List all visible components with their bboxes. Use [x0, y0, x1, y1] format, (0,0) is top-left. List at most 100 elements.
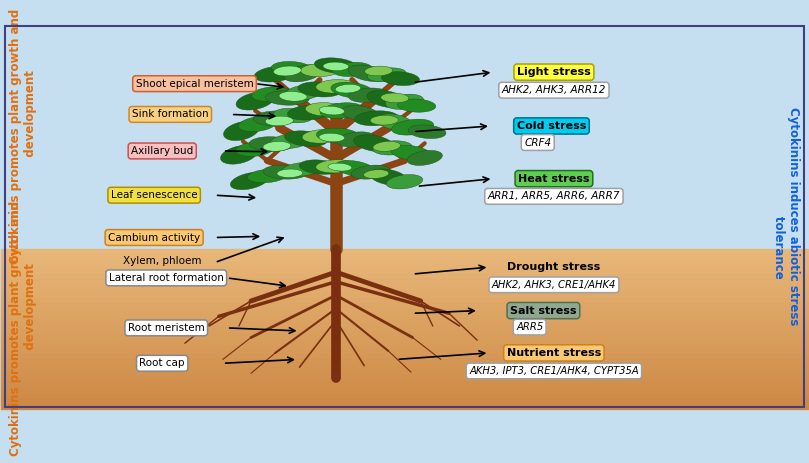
Bar: [1, 325, 808, 329]
Polygon shape: [349, 88, 388, 102]
Polygon shape: [320, 103, 363, 119]
Polygon shape: [236, 92, 274, 110]
Polygon shape: [386, 175, 423, 189]
Text: Axillary bud: Axillary bud: [131, 146, 193, 156]
Polygon shape: [367, 68, 406, 82]
Polygon shape: [373, 141, 413, 155]
Text: Root cap: Root cap: [139, 358, 185, 368]
Text: Lateral root formation: Lateral root formation: [109, 273, 224, 283]
Polygon shape: [300, 63, 339, 77]
Polygon shape: [351, 165, 390, 179]
Text: Shoot epical meristem: Shoot epical meristem: [136, 79, 253, 88]
Polygon shape: [341, 106, 379, 121]
Polygon shape: [391, 145, 431, 160]
Polygon shape: [382, 72, 420, 86]
Polygon shape: [221, 145, 257, 164]
Text: CRF4: CRF4: [524, 138, 551, 148]
Polygon shape: [265, 91, 310, 105]
Text: Root meristem: Root meristem: [128, 323, 205, 333]
Polygon shape: [392, 119, 434, 135]
Bar: [1, 309, 808, 313]
Text: ARR1, ARR5, ARR6, ARR7: ARR1, ARR5, ARR6, ARR7: [488, 191, 621, 201]
Bar: [1, 353, 808, 357]
Polygon shape: [377, 114, 413, 131]
Bar: [1, 269, 808, 273]
Bar: [1, 305, 808, 309]
Polygon shape: [223, 121, 259, 141]
Bar: [1, 393, 808, 397]
Text: ARR5: ARR5: [516, 322, 544, 332]
Polygon shape: [279, 92, 307, 101]
Polygon shape: [273, 108, 312, 123]
Bar: [1, 373, 808, 377]
Polygon shape: [248, 169, 287, 183]
Polygon shape: [409, 125, 446, 138]
Text: Cytokinins promotes plant growth and
           development: Cytokinins promotes plant growth and dev…: [10, 9, 37, 264]
Bar: [1, 377, 808, 381]
Bar: [1, 321, 808, 325]
Text: Heat stress: Heat stress: [518, 174, 590, 184]
Polygon shape: [381, 93, 409, 103]
Polygon shape: [235, 142, 274, 156]
Polygon shape: [285, 85, 323, 100]
Polygon shape: [265, 116, 294, 126]
Polygon shape: [323, 62, 349, 70]
Bar: [1, 329, 808, 333]
Polygon shape: [370, 169, 407, 185]
Polygon shape: [335, 161, 374, 176]
Polygon shape: [271, 62, 311, 75]
Polygon shape: [263, 165, 307, 179]
Bar: [1, 357, 808, 361]
Bar: [1, 317, 808, 321]
Bar: [1, 261, 808, 265]
Polygon shape: [365, 66, 392, 76]
Polygon shape: [315, 58, 358, 73]
Bar: [1, 345, 808, 349]
Polygon shape: [305, 103, 345, 116]
Text: Cytokinins promotes plant growth and
           development: Cytokinins promotes plant growth and dev…: [10, 201, 37, 457]
Polygon shape: [254, 66, 296, 82]
Text: Cambium activity: Cambium activity: [108, 232, 200, 243]
Bar: [1, 365, 808, 369]
Text: Cold stress: Cold stress: [517, 121, 587, 131]
Bar: [1, 333, 808, 337]
Bar: [1, 349, 808, 353]
Text: AHK2, AHK3, ARR12: AHK2, AHK3, ARR12: [502, 85, 606, 95]
Bar: [1, 289, 808, 293]
Text: Cytokinins induces abiotic stress
               tolerance: Cytokinins induces abiotic stress tolera…: [772, 107, 799, 325]
Bar: [1, 381, 808, 385]
Polygon shape: [252, 87, 291, 101]
Polygon shape: [348, 65, 388, 81]
Polygon shape: [337, 132, 375, 147]
Polygon shape: [328, 163, 352, 171]
Bar: [1, 400, 808, 405]
Polygon shape: [335, 84, 361, 93]
Polygon shape: [298, 82, 341, 97]
Text: AHK2, AHK3, CRE1/AHK4: AHK2, AHK3, CRE1/AHK4: [492, 280, 616, 290]
Bar: [1, 313, 808, 317]
Bar: [1, 389, 808, 393]
Bar: [1, 341, 808, 345]
Polygon shape: [273, 66, 301, 76]
Polygon shape: [371, 115, 398, 125]
Polygon shape: [385, 94, 424, 109]
Polygon shape: [319, 133, 345, 142]
Polygon shape: [331, 82, 373, 98]
Bar: [1, 285, 808, 289]
Bar: [1, 337, 808, 341]
Bar: [1, 369, 808, 373]
Polygon shape: [320, 106, 345, 115]
Bar: [1, 297, 808, 301]
Polygon shape: [316, 128, 360, 143]
Text: Xylem, phloem: Xylem, phloem: [123, 256, 201, 266]
Bar: [1, 257, 808, 261]
Text: AKH3, IPT3, CRE1/AHK4, CYPT35A: AKH3, IPT3, CRE1/AHK4, CYPT35A: [469, 366, 639, 376]
Bar: [1, 301, 808, 305]
Bar: [1, 253, 808, 257]
Polygon shape: [302, 130, 342, 143]
Polygon shape: [277, 169, 303, 177]
Bar: [1, 273, 808, 277]
Polygon shape: [285, 131, 328, 146]
Text: Salt stress: Salt stress: [510, 306, 577, 316]
Polygon shape: [316, 160, 356, 173]
